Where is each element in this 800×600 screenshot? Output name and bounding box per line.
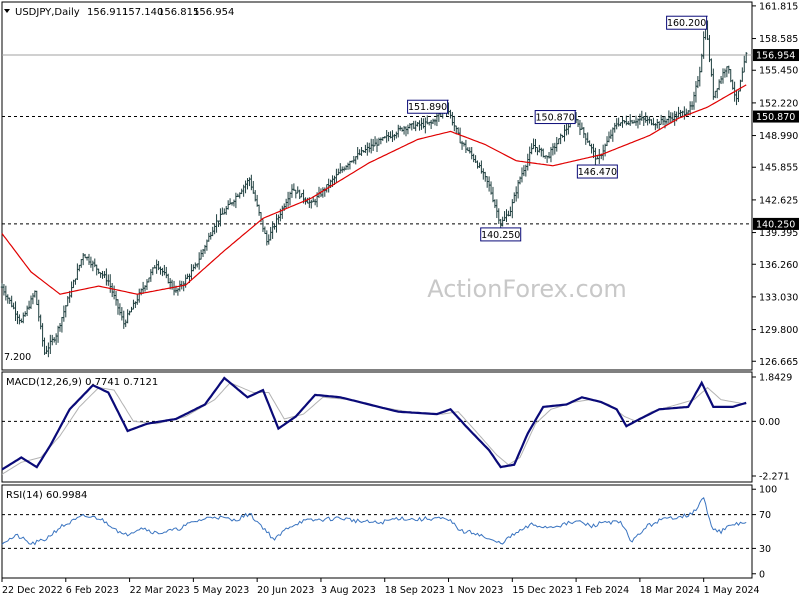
rsi-panel: 100 70 30 0 bbox=[1, 485, 777, 580]
price-y-tick-label: 155.450 bbox=[759, 66, 798, 77]
panel-frames bbox=[1, 1, 753, 579]
rsi-y-tick-label: 0 bbox=[759, 569, 765, 580]
x-tick-label: 20 Jun 2023 bbox=[257, 585, 314, 596]
price-level-tag bbox=[753, 110, 799, 123]
macd-y-tick-label: -2.271 bbox=[759, 472, 790, 483]
price-annotation-box bbox=[576, 164, 618, 179]
collapse-triangle-icon[interactable] bbox=[4, 9, 10, 13]
macd-frame bbox=[1, 371, 753, 483]
price-y-tick-label: 158.585 bbox=[759, 34, 798, 45]
panel-headers: USDJPY,Daily 156.911 157.140 156.815 156… bbox=[4, 7, 627, 501]
price-annotation-box bbox=[407, 99, 449, 114]
x-tick-label: 5 May 2023 bbox=[193, 585, 249, 596]
x-tick-label: 22 Dec 2022 bbox=[2, 585, 63, 596]
x-tick-label: 15 Dec 2023 bbox=[512, 585, 573, 596]
ohlc-low: 156.815 bbox=[158, 7, 199, 18]
price-frame bbox=[1, 1, 753, 371]
price-y-tick-label: 129.800 bbox=[759, 325, 798, 336]
x-tick-label: 1 Nov 2023 bbox=[449, 585, 504, 596]
rsi-y-tick-label: 100 bbox=[759, 485, 777, 496]
price-y-tick-label: 152.220 bbox=[759, 98, 798, 109]
rsi-line bbox=[1, 496, 747, 546]
price-y-tick-label: 139.395 bbox=[759, 228, 798, 239]
rsi-y-tick-label: 70 bbox=[759, 510, 771, 521]
price-level-tag-label: 140.250 bbox=[756, 219, 795, 230]
x-tick-label: 1 May 2024 bbox=[704, 585, 760, 596]
macd-title: MACD(12,26,9) 0.7741 0.7121 bbox=[6, 377, 158, 388]
x-tick-label: 18 Mar 2024 bbox=[640, 585, 700, 596]
price-level-tag-label: 150.870 bbox=[756, 112, 795, 123]
rsi-title: RSI(14) 60.9984 bbox=[6, 490, 87, 501]
watermark: ActionForex.com bbox=[427, 275, 627, 303]
price-level-tag bbox=[753, 49, 799, 62]
price-annotation-box bbox=[534, 110, 576, 125]
price-level-tag bbox=[753, 217, 799, 230]
price-panel: 126.665 129.800 133.030 136.260 139.395 142.6… bbox=[0, 1, 799, 368]
x-tick-label: 22 Mar 2023 bbox=[130, 585, 190, 596]
symbol-label: USDJPY,Daily bbox=[15, 7, 80, 18]
price-y-tick-label: 133.030 bbox=[759, 292, 798, 303]
price-y-tick-label: 136.260 bbox=[759, 260, 798, 271]
price-y-tick-label: 126.665 bbox=[759, 357, 798, 368]
rsi-frame bbox=[1, 484, 753, 579]
price-annotation-label: 140.250 bbox=[481, 230, 520, 241]
x-tick-label: 18 Sep 2023 bbox=[385, 585, 445, 596]
x-axis: 22 Dec 2022 6 Feb 2023 22 Mar 2023 5 May 20… bbox=[1, 578, 760, 596]
price-annotation-label: 160.200 bbox=[667, 18, 706, 29]
x-tick-label: 3 Aug 2023 bbox=[321, 585, 376, 596]
price-y-tick-label: 142.625 bbox=[759, 195, 798, 206]
rsi-y-tick-label: 30 bbox=[759, 544, 771, 555]
price-annotation-box bbox=[480, 227, 522, 242]
macd-y-tick-label: 1.8429 bbox=[759, 372, 792, 383]
macd-y-tick-label: 0.00 bbox=[759, 417, 780, 428]
x-tick-label: 1 Feb 2024 bbox=[576, 585, 629, 596]
price-annotation-box bbox=[666, 15, 708, 30]
moving-average-line bbox=[1, 84, 747, 295]
price-annotation-label: 151.890 bbox=[408, 102, 447, 113]
price-y-tick-label: 161.815 bbox=[759, 1, 798, 12]
price-y-tick-label: 145.855 bbox=[759, 163, 798, 174]
macd-signal-line bbox=[1, 382, 747, 475]
ohlc-open: 156.911 bbox=[87, 7, 128, 18]
price-y-tick-label: 148.990 bbox=[759, 131, 798, 142]
macd-panel: 1.8429 0.00 -2.271 bbox=[1, 372, 792, 483]
price-annotation-label: 150.870 bbox=[536, 113, 575, 124]
ohlc-close: 156.954 bbox=[193, 7, 234, 18]
price-annotation-label: 146.470 bbox=[578, 167, 617, 178]
macd-line bbox=[1, 376, 747, 471]
ohlc-high: 157.140 bbox=[122, 7, 163, 18]
x-tick-label: 6 Feb 2023 bbox=[66, 585, 119, 596]
price-level-tag-label: 156.954 bbox=[756, 51, 795, 62]
price-annotation-label: 7.200 bbox=[4, 352, 31, 363]
